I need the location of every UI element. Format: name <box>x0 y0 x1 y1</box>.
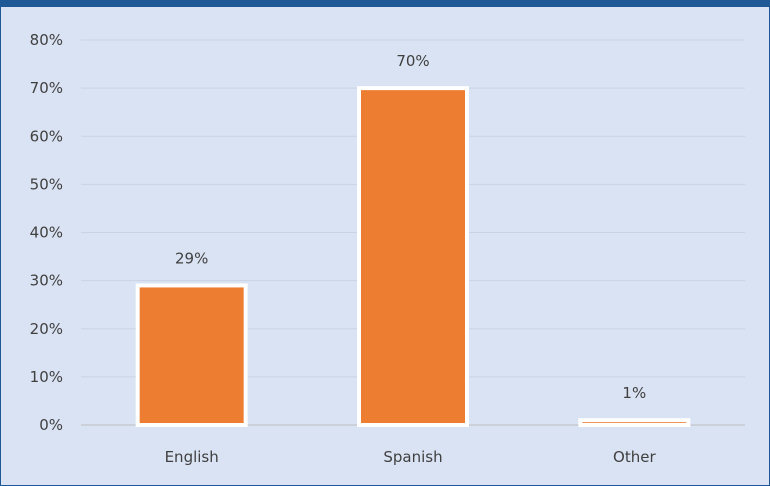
bars <box>135 86 691 427</box>
y-tick-label: 70% <box>30 79 63 97</box>
data-label-other: 1% <box>622 384 646 402</box>
x-axis-category-labels: English Spanish Other <box>165 448 657 466</box>
data-labels: 29% 70% 1% <box>175 52 646 402</box>
data-label-spanish: 70% <box>396 52 429 70</box>
y-tick-label: 10% <box>30 368 63 386</box>
y-tick-label: 30% <box>30 272 63 290</box>
bar-spanish <box>357 86 469 427</box>
category-label-other: Other <box>613 448 656 466</box>
gridlines <box>81 39 745 378</box>
y-tick-label: 80% <box>30 31 63 49</box>
category-label-spanish: Spanish <box>383 448 442 466</box>
category-label-english: English <box>165 448 219 466</box>
bar-english <box>135 283 248 427</box>
y-tick-label: 0% <box>39 416 63 434</box>
y-tick-label: 40% <box>30 224 63 242</box>
y-axis-tick-labels: 0% 10% 20% 30% 40% 50% 60% 70% 80% <box>30 31 63 434</box>
y-tick-label: 50% <box>30 175 63 193</box>
y-tick-label: 60% <box>30 127 63 145</box>
bar-other <box>578 418 691 427</box>
header-band <box>1 0 769 7</box>
y-tick-label: 20% <box>30 320 63 338</box>
data-label-english: 29% <box>175 249 208 267</box>
